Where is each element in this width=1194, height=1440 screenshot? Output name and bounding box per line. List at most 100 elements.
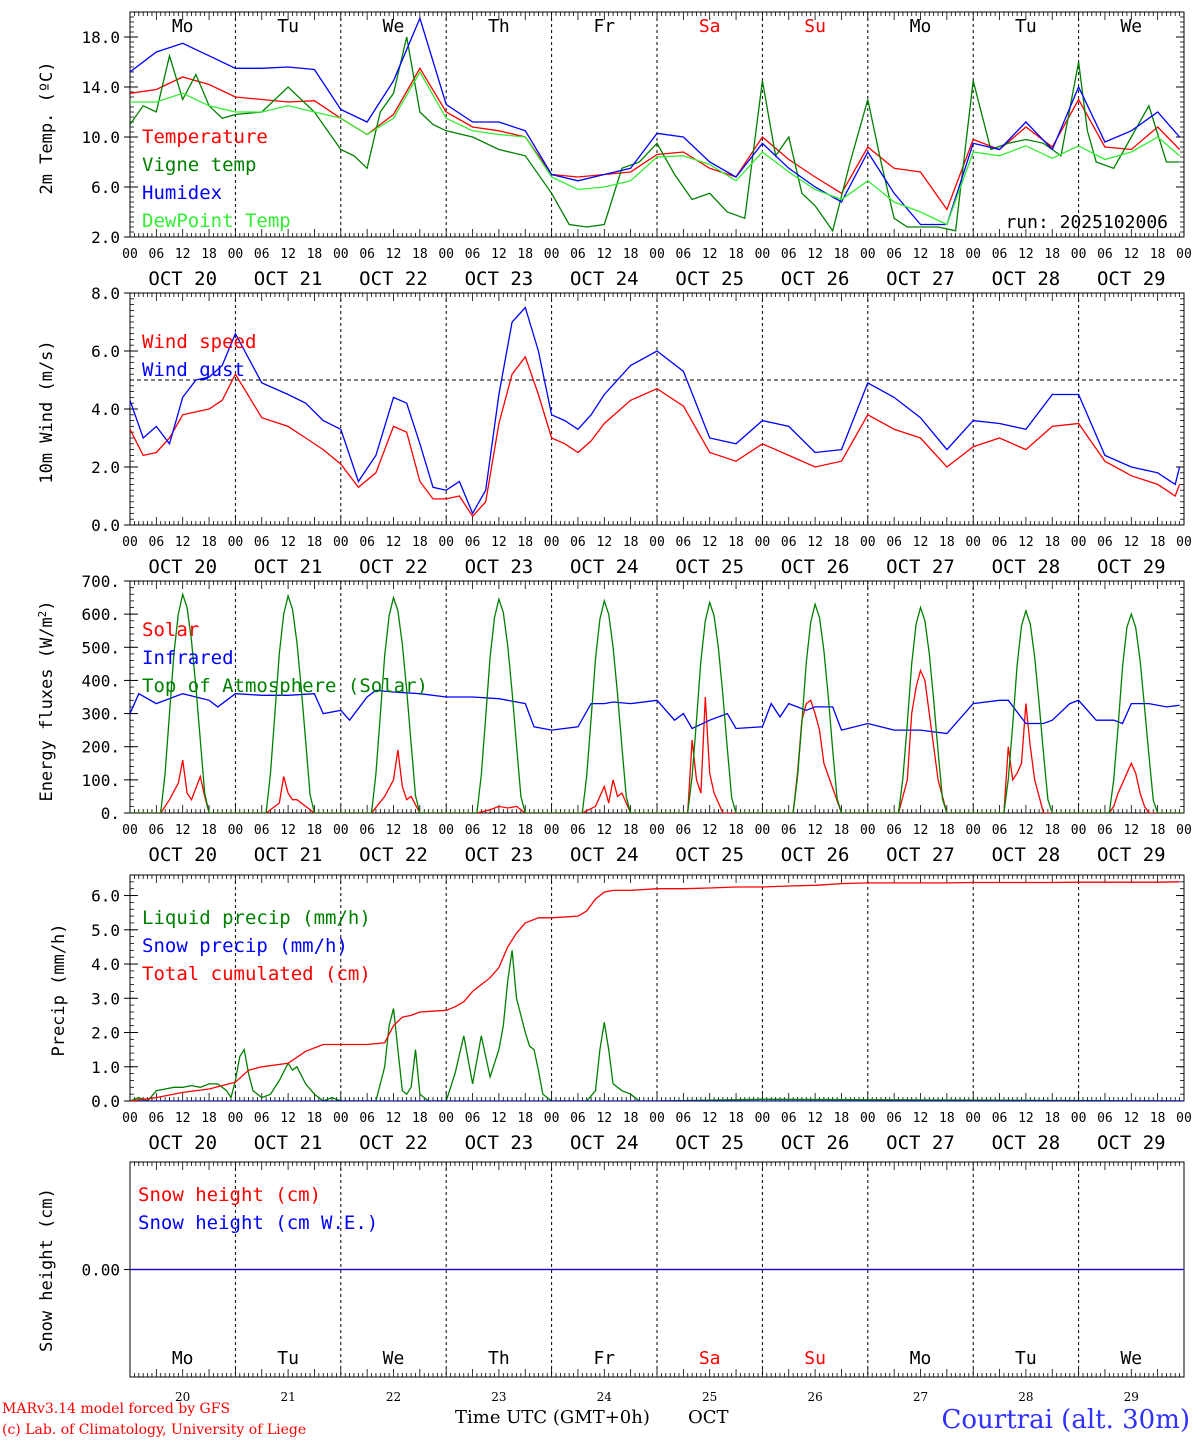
- hour-tick-label: 12: [913, 535, 929, 550]
- day-of-week-label: We: [383, 1348, 405, 1369]
- panel-energy: 0. 100. 200. 300. 400. 500. 600. 700. Energy flu…: [36, 572, 1192, 866]
- hour-tick-label: 00: [1071, 247, 1087, 262]
- month-label: OCT: [688, 1407, 729, 1428]
- day-number-label: 29: [1124, 1390, 1139, 1404]
- date-label: OCT 26: [781, 1132, 850, 1154]
- hour-tick-label: 06: [992, 1111, 1008, 1126]
- hour-tick-label: 12: [175, 535, 191, 550]
- hour-tick-label: 12: [702, 823, 718, 838]
- hour-tick-label: 12: [1123, 535, 1139, 550]
- hour-tick-label: 06: [149, 535, 165, 550]
- hour-tick-label: 06: [781, 247, 797, 262]
- date-label: OCT 25: [675, 844, 744, 866]
- y-tick-label: 6.0: [91, 178, 120, 197]
- hour-tick-label: 06: [254, 535, 270, 550]
- hour-tick-label: 06: [992, 535, 1008, 550]
- hour-tick-label: 12: [386, 823, 402, 838]
- hour-tick-label: 12: [702, 1111, 718, 1126]
- hour-tick-label: 06: [1097, 823, 1113, 838]
- series-line-liquid-precip-mm-h-: [130, 950, 1184, 1101]
- hour-tick-label: 18: [728, 823, 744, 838]
- hour-tick-label: 12: [702, 247, 718, 262]
- hour-tick-label: 06: [359, 535, 375, 550]
- hour-tick-label: 00: [649, 247, 665, 262]
- hour-tick-label: 06: [465, 535, 481, 550]
- hour-tick-label: 06: [886, 247, 902, 262]
- date-label: OCT 22: [359, 844, 428, 866]
- day-number-label: 22: [386, 1390, 401, 1404]
- legend-entry: Infrared: [142, 647, 234, 669]
- hour-tick-label: 18: [1044, 1111, 1060, 1126]
- day-of-week-label: Mo: [172, 1348, 194, 1369]
- date-label: OCT 21: [254, 844, 323, 866]
- hour-tick-label: 18: [517, 247, 533, 262]
- day-of-week-label: Tu: [277, 1348, 299, 1369]
- hour-tick-label: 12: [491, 247, 507, 262]
- hour-tick-label: 12: [807, 535, 823, 550]
- day-number-label: 20: [175, 1390, 190, 1404]
- date-label: OCT 20: [148, 268, 217, 290]
- day-of-week-label: Mo: [910, 1348, 932, 1369]
- day-of-week-label: Fr: [593, 16, 615, 37]
- hour-tick-label: 06: [465, 247, 481, 262]
- y-tick-label: 0.00: [81, 1261, 120, 1280]
- hour-tick-label: 00: [122, 823, 138, 838]
- y-axis-label-superscript: 2: [36, 611, 49, 618]
- y-tick-label: 6.0: [91, 887, 120, 906]
- date-label: OCT 20: [148, 844, 217, 866]
- day-of-week-label: We: [1120, 16, 1142, 37]
- date-label: OCT 29: [1097, 1132, 1166, 1154]
- hour-tick-label: 12: [596, 535, 612, 550]
- hour-tick-label: 06: [676, 247, 692, 262]
- hour-tick-label: 18: [939, 247, 955, 262]
- panel-precip: 0.0 1.0 2.0 3.0 4.0 5.0 6.0 Precip (mm/h) Liquid…: [49, 874, 1192, 1154]
- hour-tick-label: 18: [1044, 535, 1060, 550]
- hour-tick-label: 00: [1176, 1111, 1192, 1126]
- credit-line-1: MARv3.14 model forced by GFS: [2, 1401, 230, 1417]
- hour-tick-label: 06: [149, 1111, 165, 1126]
- hour-tick-label: 06: [254, 1111, 270, 1126]
- hour-tick-label: 06: [992, 247, 1008, 262]
- date-label: OCT 20: [148, 1132, 217, 1154]
- hour-tick-label: 12: [280, 823, 296, 838]
- y-tick-label: 4.0: [91, 400, 120, 419]
- hour-tick-label: 06: [254, 247, 270, 262]
- legend-entry: Snow precip (mm/h): [142, 935, 348, 957]
- hour-tick-label: 06: [359, 247, 375, 262]
- hour-tick-label: 12: [1018, 535, 1034, 550]
- day-of-week-label: Sa: [699, 16, 721, 37]
- series-line-solar: [130, 668, 1184, 813]
- date-label: OCT 27: [886, 1132, 955, 1154]
- hour-tick-label: 18: [201, 535, 217, 550]
- hour-tick-label: 18: [1150, 247, 1166, 262]
- hour-tick-label: 06: [676, 535, 692, 550]
- hour-tick-label: 12: [175, 247, 191, 262]
- hour-tick-label: 00: [860, 247, 876, 262]
- date-label: OCT 25: [675, 268, 744, 290]
- hour-tick-label: 18: [412, 823, 428, 838]
- hour-tick-label: 18: [412, 535, 428, 550]
- hour-tick-label: 00: [228, 1111, 244, 1126]
- y-tick-label: 5.0: [91, 921, 120, 940]
- hour-tick-label: 12: [596, 1111, 612, 1126]
- hour-tick-label: 00: [122, 535, 138, 550]
- day-number-label: 26: [807, 1390, 822, 1404]
- date-label: OCT 22: [359, 556, 428, 578]
- hour-tick-label: 12: [807, 1111, 823, 1126]
- hour-tick-label: 06: [570, 247, 586, 262]
- day-of-week-label: Th: [488, 1348, 510, 1369]
- hour-tick-label: 12: [386, 535, 402, 550]
- hour-tick-label: 00: [544, 535, 560, 550]
- date-label: OCT 26: [781, 556, 850, 578]
- y-axis-label: Precip (mm/h): [49, 923, 69, 1056]
- y-tick-label: 400.: [81, 671, 120, 690]
- hour-tick-label: 00: [333, 823, 349, 838]
- hour-tick-label: 18: [201, 247, 217, 262]
- date-label: OCT 21: [254, 556, 323, 578]
- date-label: OCT 23: [465, 844, 534, 866]
- hour-tick-label: 12: [386, 1111, 402, 1126]
- date-label: OCT 24: [570, 556, 639, 578]
- series-line-humidex: [130, 16, 1181, 226]
- hour-tick-label: 12: [596, 247, 612, 262]
- hour-tick-label: 00: [228, 247, 244, 262]
